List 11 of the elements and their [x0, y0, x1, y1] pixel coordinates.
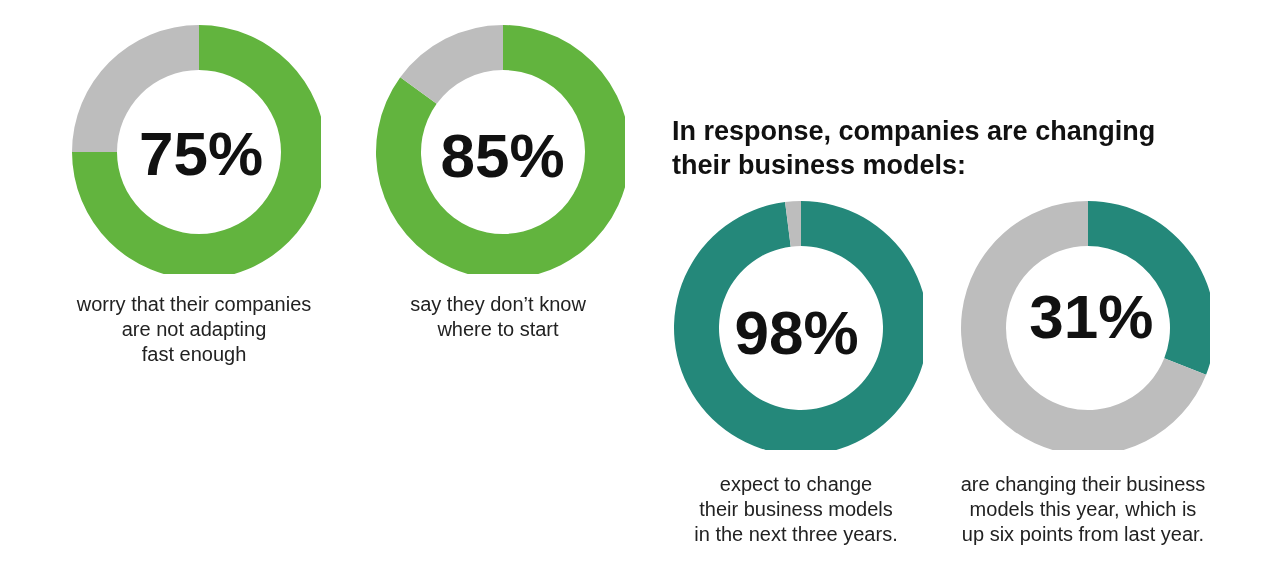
text: are changing their business models this year, which is up six points from last year.	[959, 472, 1207, 547]
data-label: 85%	[439, 119, 566, 192]
data-label: 75%	[138, 118, 265, 191]
donut-slice	[400, 25, 503, 104]
text: expect to change their business models in the next three years.	[693, 472, 899, 547]
data-label: 98%	[733, 296, 860, 369]
chart-title: In response, companies are changing their business models:	[672, 115, 1157, 182]
data-label: 31%	[1028, 281, 1155, 354]
text: say they don’t know where to start	[409, 292, 587, 342]
donut-slice	[785, 201, 801, 247]
text: worry that their companies are not adapting fast enough	[75, 292, 313, 367]
